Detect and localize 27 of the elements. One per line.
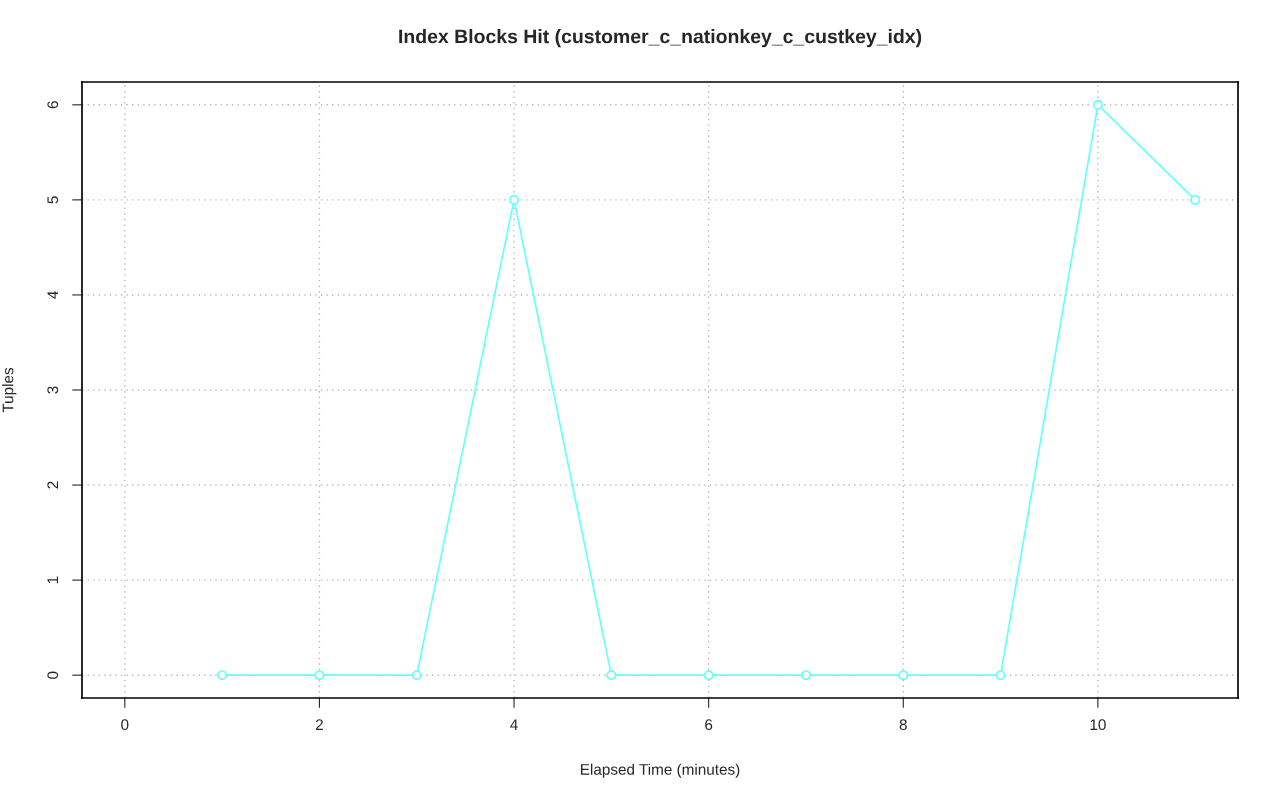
y-tick-label: 0: [47, 671, 59, 679]
x-tick-label: 4: [510, 719, 518, 730]
y-tick-label: 5: [47, 196, 59, 204]
x-tick-label: 10: [1090, 719, 1106, 731]
point: [703, 670, 714, 681]
y-tick-label: 6: [47, 101, 59, 109]
point: [606, 670, 617, 681]
x-axis-title: Elapsed Time (minutes): [581, 763, 740, 778]
point: [314, 670, 325, 681]
y-tick-label: 4: [47, 291, 58, 299]
point: [411, 670, 422, 681]
chart-title: Index Blocks Hit (customer_c_nationkey_c_custkey_idx): [399, 29, 922, 48]
point: [1190, 194, 1201, 205]
x-tick-label: 8: [899, 719, 907, 731]
x-tick-label: 2: [315, 719, 323, 730]
y-tick-label: 2: [47, 481, 58, 489]
x-tick-label: 0: [121, 719, 129, 731]
point: [509, 194, 520, 205]
y-tick-label: 1: [47, 576, 58, 584]
x-tick-label: 6: [705, 719, 713, 731]
point: [898, 670, 909, 681]
point: [800, 670, 811, 681]
y-axis-title: Tuples: [2, 367, 17, 413]
point: [217, 670, 228, 681]
point: [995, 670, 1006, 681]
y-tick-label: 3: [47, 386, 59, 394]
point: [1092, 99, 1103, 110]
